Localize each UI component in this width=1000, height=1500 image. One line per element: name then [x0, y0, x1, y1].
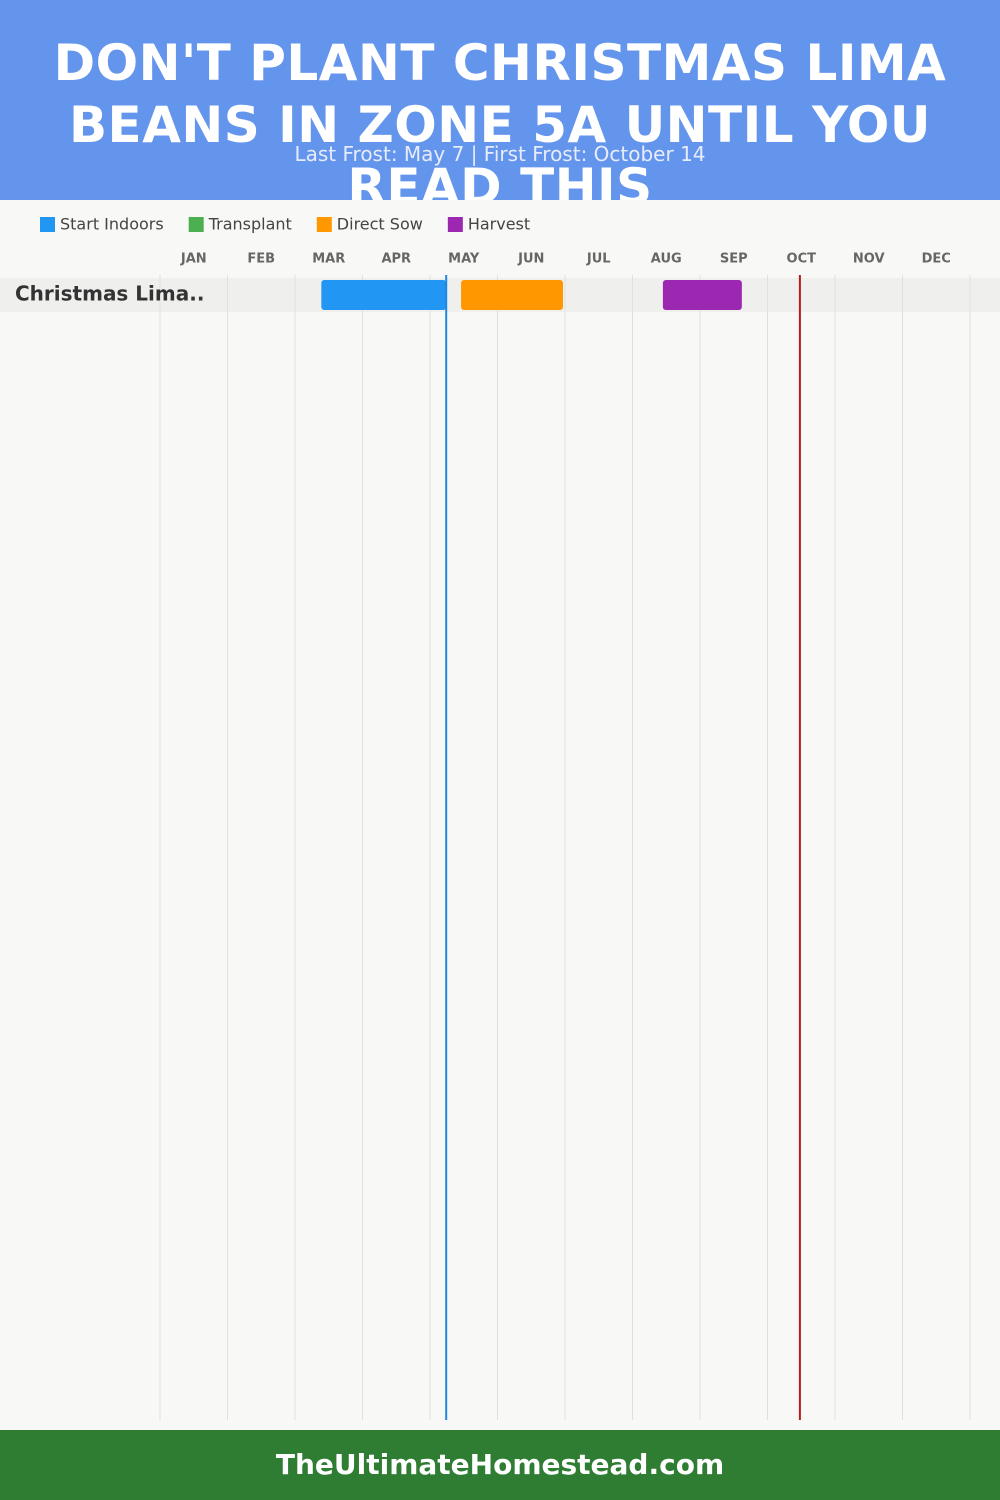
row-label: Christmas Lima..: [15, 282, 204, 306]
bar: [662, 280, 742, 310]
legend-label: Transplant: [208, 215, 292, 234]
footer: TheUltimateHomestead.com: [0, 1430, 1000, 1500]
chart-background: [0, 200, 1000, 1430]
x-tick-label: MAY: [448, 252, 480, 267]
legend-swatch: [40, 217, 55, 232]
bar: [321, 280, 447, 310]
bar: [461, 280, 563, 310]
x-tick-label: APR: [381, 252, 411, 267]
legend-swatch: [447, 217, 463, 232]
legend-label: Direct Sow: [337, 215, 423, 234]
x-tick-label: MAR: [312, 252, 345, 267]
chart: JAN FEB MAR APR MAY JUN JUL AUG SEP OCT NOV DEC Star…: [0, 200, 1000, 1430]
x-tick-label: NOV: [853, 252, 885, 267]
chart-title: DON'T PLANT CHRISTMAS LIMA BEANS IN ZONE…: [53, 34, 947, 200]
legend-label: Harvest: [468, 215, 530, 234]
x-tick-label: JAN: [180, 252, 207, 267]
x-tick-label: SEP: [720, 252, 748, 267]
x-tick-label: AUG: [651, 252, 682, 267]
legend-swatch: [188, 217, 204, 232]
legend-label: Start Indoors: [60, 215, 164, 234]
x-tick-label: JUL: [586, 252, 611, 267]
header: DON'T PLANT CHRISTMAS LIMA BEANS IN ZONE…: [0, 0, 1000, 200]
x-tick-label: JUN: [517, 252, 544, 267]
x-tick-label: OCT: [787, 252, 817, 267]
x-tick-label: DEC: [922, 252, 951, 267]
legend-swatch: [316, 217, 332, 232]
chart-subtitle: Last Frost: May 7 | First Frost: October…: [294, 142, 706, 166]
x-tick-label: FEB: [247, 252, 275, 267]
